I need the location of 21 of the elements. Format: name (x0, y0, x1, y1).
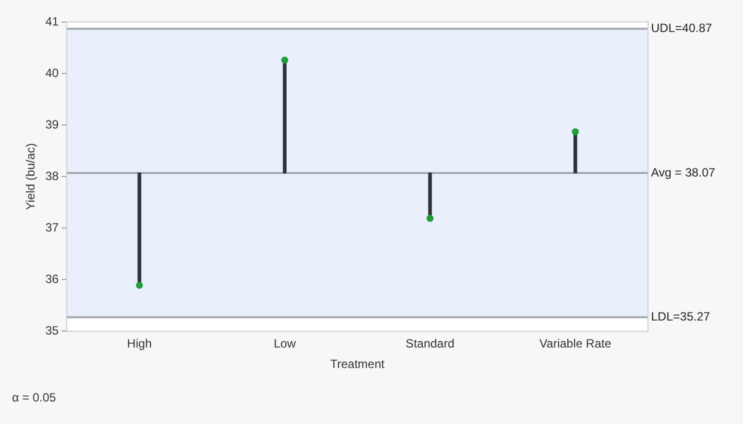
y-tick-label: 38 (45, 168, 60, 183)
x-tick-label: High (127, 336, 152, 351)
point (426, 214, 434, 222)
x-tick-label: Variable Rate (539, 336, 612, 351)
y-tick-label: 36 (45, 272, 60, 286)
y-tick-label: 35 (45, 324, 60, 338)
y-tick-label: 39 (45, 117, 60, 132)
ref-line-label: UDL=40.87 (651, 21, 712, 36)
ref-line-label: Avg = 38.07 (651, 165, 716, 180)
y-tick-label: 37 (45, 220, 60, 234)
ref-line-label: LDL=35.27 (651, 310, 710, 324)
point (281, 56, 288, 64)
y-axis-title: Yield (bu/ac) (24, 143, 38, 210)
y-tick-label: 41 (45, 14, 60, 28)
x-tick-label: Low (274, 336, 296, 351)
point (572, 128, 579, 136)
x-tick-label: Standard (406, 336, 454, 351)
y-tick-label: 40 (45, 66, 60, 80)
point (136, 282, 143, 289)
x-axis-title: Treatment (330, 357, 386, 372)
text: α = 0.05 (12, 390, 56, 404)
